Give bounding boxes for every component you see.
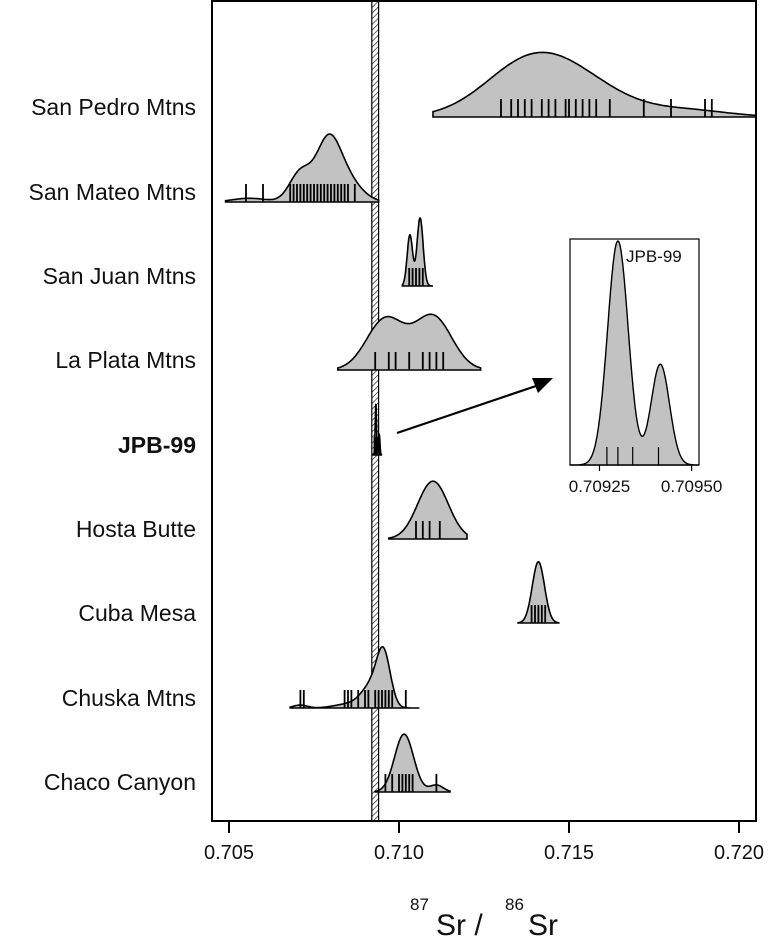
inset-panel: JPB-99 0.70925 0.70950 (569, 238, 722, 496)
density-curve (388, 480, 468, 540)
x-axis-title-sup1: 87 (410, 895, 429, 914)
x-axis: 0.705 0.710 0.715 0.720 (204, 821, 764, 864)
x-tick-label: 0.710 (374, 842, 424, 864)
category-label: Cuba Mesa (78, 600, 196, 626)
x-axis-title-sup2: 86 (505, 895, 524, 914)
category-label: San Pedro Mtns (31, 94, 196, 120)
series-chuska-mtns (289, 645, 420, 709)
inset-x-tick-label: 0.70925 (569, 477, 630, 496)
category-label: JPB-99 (118, 432, 196, 458)
x-axis-title: 87 Sr / 86 Sr (410, 884, 558, 942)
series-san-mateo-mtns (224, 133, 380, 203)
inset-title: JPB-99 (626, 247, 682, 266)
x-tick-label: 0.720 (714, 842, 764, 864)
category-label: La Plata Mtns (55, 347, 196, 373)
x-tick-label: 0.715 (544, 842, 594, 864)
series-hosta-butte (388, 480, 468, 540)
series-jpb-99 (371, 403, 383, 456)
category-label: San Mateo Mtns (29, 179, 196, 205)
density-curve (401, 217, 433, 287)
inset-density-curve (570, 240, 699, 466)
x-axis-title-base1: Sr / (436, 909, 483, 942)
plot-frame (211, 0, 757, 822)
density-curve (517, 560, 560, 624)
series-san-pedro-mtns (432, 51, 757, 118)
density-curve (374, 733, 451, 793)
series-cuba-mesa (517, 560, 560, 624)
category-label: Hosta Butte (76, 516, 196, 542)
inset-x-tick-label: 0.70950 (661, 477, 722, 496)
x-tick-label: 0.705 (204, 842, 254, 864)
series-chaco-canyon (374, 733, 451, 793)
inset-arrow-line (396, 384, 537, 435)
category-label: Chaco Canyon (44, 769, 196, 795)
series-san-juan-mtns (401, 217, 433, 287)
inset-arrow-head (532, 378, 553, 393)
category-labels-layer: San Pedro Mtns San Mateo Mtns San Juan Mtn… (29, 94, 197, 795)
category-label: Chuska Mtns (62, 685, 196, 711)
series-la-plata-mtns (337, 313, 482, 371)
density-curve (337, 313, 482, 371)
density-curves-layer (224, 51, 757, 793)
density-curve (432, 51, 757, 118)
x-axis-title-base2: Sr (528, 909, 558, 942)
category-label: San Juan Mtns (43, 263, 196, 289)
density-curve (289, 645, 420, 709)
